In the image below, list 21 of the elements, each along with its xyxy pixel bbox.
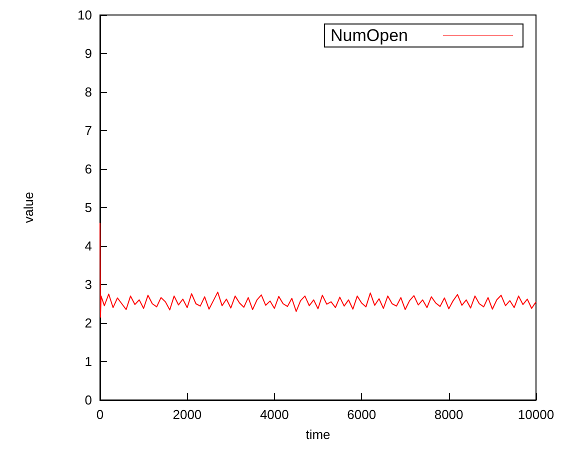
y-tick-label: 10 bbox=[78, 8, 92, 22]
line-series bbox=[100, 222, 536, 318]
x-tick-label: 6000 bbox=[347, 407, 376, 422]
y-tick-label: 4 bbox=[84, 238, 92, 254]
y-tick-label: 7 bbox=[84, 123, 92, 138]
y-tick-label: 3 bbox=[84, 277, 92, 292]
y-axis-title: value bbox=[21, 192, 36, 224]
y-tick-label: 9 bbox=[84, 46, 92, 61]
x-axis-title: time bbox=[306, 427, 330, 442]
y-tick-label: 2 bbox=[84, 316, 92, 330]
x-tick-label: 10000 bbox=[518, 407, 554, 422]
x-tick-label: 8000 bbox=[434, 407, 464, 422]
y-tick-label: 6 bbox=[84, 162, 92, 176]
x-tick-label: 2000 bbox=[172, 407, 202, 422]
y-tick-label: 8 bbox=[84, 84, 92, 100]
y-tick-label: 0 bbox=[84, 392, 92, 408]
y-tick-label: 1 bbox=[84, 354, 92, 369]
x-tick-label: 4000 bbox=[260, 407, 289, 422]
x-tick-label: 0 bbox=[96, 407, 104, 422]
y-tick-label: 5 bbox=[84, 200, 92, 215]
legend-label: NumOpen bbox=[330, 26, 408, 45]
